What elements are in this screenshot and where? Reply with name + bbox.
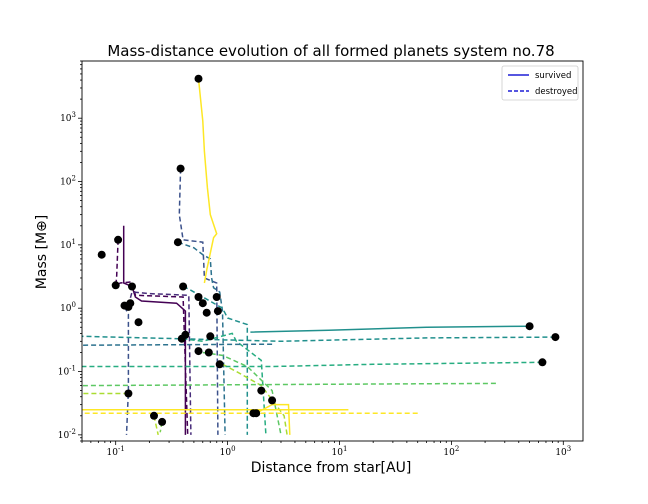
x-tick-label: 101 — [332, 445, 348, 458]
planet-endpoint-28 — [150, 411, 158, 420]
planet-endpoint-6 — [128, 282, 136, 291]
y-tick-label: 102 — [60, 175, 76, 188]
planet-endpoint-0 — [194, 74, 203, 83]
planet-endpoint-18 — [177, 334, 186, 343]
planet-track-11 — [255, 403, 291, 435]
planet-endpoint-1 — [176, 164, 185, 173]
planet-track-4 — [178, 168, 219, 435]
planet-endpoint-22 — [215, 360, 224, 369]
x-tick-label: 103 — [555, 445, 571, 458]
planet-track-12 — [250, 325, 530, 333]
y-tick-label: 101 — [60, 238, 76, 251]
planet-endpoint-30 — [525, 322, 534, 331]
planet-endpoint-7 — [179, 282, 188, 291]
x-axis: 10-1 100 101 102 103 — [81, 441, 571, 458]
planet-endpoint-3 — [97, 250, 106, 259]
planet-track-7 — [182, 285, 249, 435]
planet-track-5 — [177, 241, 226, 435]
planet-endpoint-10 — [126, 299, 135, 308]
y-tick-label: 10-2 — [58, 428, 76, 441]
x-axis-label: Distance from star[AU] — [251, 460, 412, 476]
x-tick-label: 102 — [443, 445, 459, 458]
planet-track-2 — [127, 291, 192, 435]
planet-endpoint-21 — [204, 348, 213, 357]
planet-endpoint-20 — [194, 347, 203, 356]
y-tick-label: 103 — [60, 111, 76, 124]
planet-endpoint-14 — [212, 293, 221, 301]
planet-track-16 — [82, 382, 496, 387]
legend: survived destroyed — [501, 65, 579, 101]
y-axis: 10-2 10-1 100 101 102 103 — [58, 60, 82, 442]
planet-endpoint-32 — [538, 358, 547, 367]
planet-endpoint-26 — [249, 409, 258, 418]
y-tick-label: 100 — [60, 301, 76, 314]
y-axis-label: Mass [M⊕] — [34, 215, 50, 289]
chart-title: Mass-distance evolution of all formed pl… — [107, 42, 554, 60]
planet-endpoint-15 — [213, 307, 222, 316]
planet-track-8 — [181, 332, 267, 435]
series-layer — [82, 78, 556, 436]
planet-track-13 — [82, 335, 556, 343]
planet-endpoint-5 — [111, 281, 120, 290]
planet-endpoint-11 — [134, 318, 143, 327]
x-tick-label: 10-1 — [107, 445, 125, 458]
planet-endpoint-4 — [173, 238, 182, 247]
planet-endpoint-19 — [206, 332, 215, 341]
x-tick-label: 100 — [220, 445, 236, 458]
planet-endpoint-12 — [194, 293, 203, 301]
planet-endpoint-23 — [124, 389, 133, 398]
endpoint-markers — [97, 74, 560, 426]
planet-endpoint-2 — [114, 235, 123, 244]
planet-track-6 — [197, 78, 218, 284]
planet-track-9 — [202, 351, 282, 436]
y-tick-label: 10-1 — [58, 365, 76, 378]
planet-endpoint-13 — [198, 299, 207, 308]
planet-track-10 — [222, 363, 288, 436]
planet-endpoint-16 — [202, 308, 211, 317]
legend-survived-label: survived — [535, 71, 571, 81]
planet-endpoint-31 — [551, 333, 560, 342]
planet-endpoint-25 — [257, 386, 266, 395]
planet-track-1 — [114, 239, 189, 435]
planet-endpoint-29 — [158, 417, 167, 426]
legend-destroyed-label: destroyed — [535, 87, 578, 97]
planet-endpoint-27 — [268, 396, 277, 405]
planet-track-15 — [82, 361, 543, 368]
